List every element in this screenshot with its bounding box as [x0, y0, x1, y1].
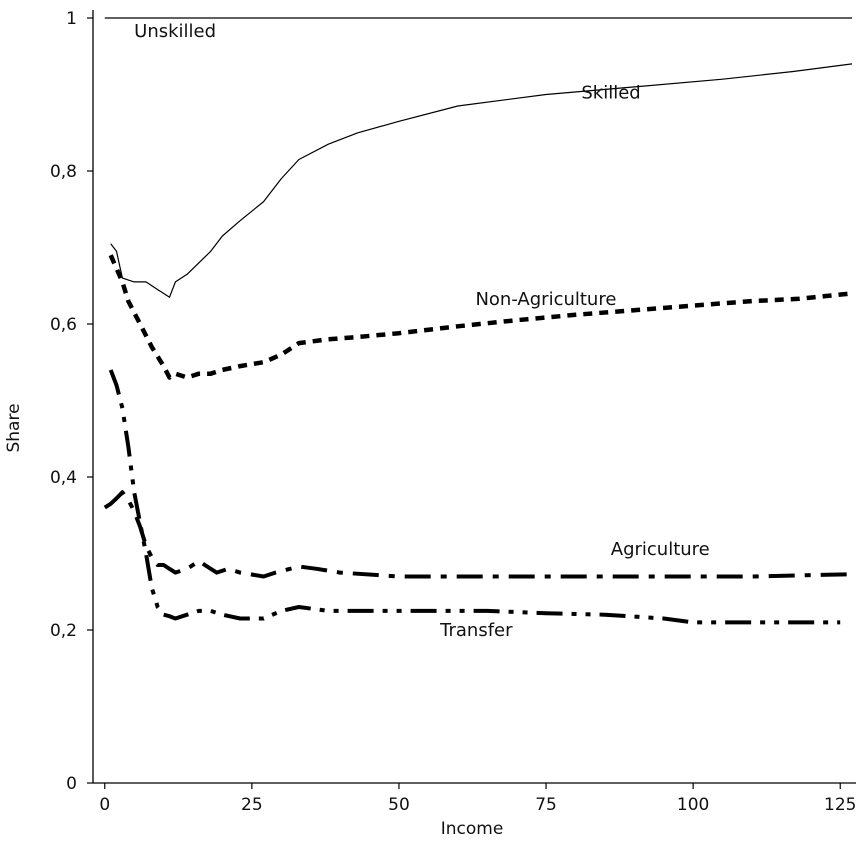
- series-label-unskilled: Unskilled: [134, 21, 216, 42]
- series-label-agriculture: Agriculture: [611, 539, 710, 560]
- y-tick-label: 0,4: [50, 468, 77, 488]
- series-label-non-agriculture: Non-Agriculture: [475, 289, 616, 310]
- series-line-non-agriculture: [108, 254, 853, 380]
- series-label-skilled: Skilled: [581, 82, 640, 103]
- y-tick-label: 1: [66, 9, 77, 29]
- x-axis-title: Income: [441, 819, 504, 839]
- x-tick-label: 125: [824, 795, 856, 815]
- y-tick-label: 0,8: [50, 162, 77, 182]
- series-line-transfer: [108, 369, 841, 625]
- x-tick-label: 50: [388, 795, 410, 815]
- y-tick-label: 0: [66, 774, 77, 794]
- y-tick-label: 0,2: [50, 621, 77, 641]
- y-axis-title: Share: [4, 403, 24, 452]
- label-layer: Unskilled Skilled Non-Agriculture Agricultu…: [134, 21, 710, 641]
- series-layer: [103, 17, 853, 625]
- x-tick-label: 25: [241, 795, 263, 815]
- series-line-agriculture: [103, 490, 853, 579]
- x-tick-label: 100: [677, 795, 709, 815]
- x-tick-label: 75: [535, 795, 557, 815]
- axes: 0 25 50 75 100 125 0 0,2 0,4 0,6 0,8 1: [50, 9, 857, 815]
- series-label-transfer: Transfer: [439, 620, 513, 641]
- series-line-skilled: [110, 63, 853, 298]
- y-tick-label: 0,6: [50, 315, 77, 335]
- x-tick-label: 0: [99, 795, 110, 815]
